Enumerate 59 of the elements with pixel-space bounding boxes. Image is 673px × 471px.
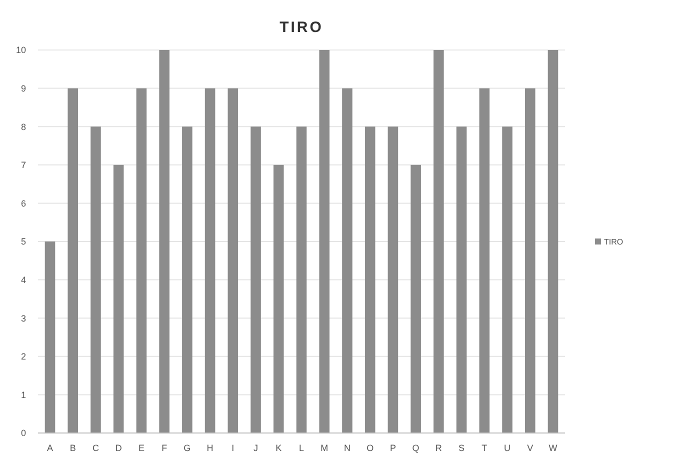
x-tick-label: C	[92, 443, 100, 453]
bar	[364, 126, 376, 433]
y-tick-label: 0	[20, 428, 26, 438]
bar	[548, 50, 558, 433]
y-tick-label: 2	[20, 352, 26, 362]
bar	[228, 88, 238, 433]
x-tick-label: B	[70, 443, 76, 453]
bar	[273, 164, 284, 433]
bar	[388, 126, 398, 433]
x-tick-label: R	[435, 443, 442, 453]
bar	[342, 88, 352, 433]
bar	[479, 88, 490, 433]
x-tick-label: J	[254, 443, 258, 453]
x-tick-label: M	[320, 443, 328, 453]
x-tick-label: O	[366, 443, 374, 453]
y-tick-label: 3	[20, 313, 26, 324]
bar	[90, 126, 101, 433]
y-tick-label: 9	[20, 83, 26, 94]
x-tick-label: G	[184, 443, 191, 453]
bar	[296, 126, 307, 433]
x-tick-label: H	[206, 443, 214, 453]
x-tick-label: A	[46, 443, 54, 453]
x-tick-label: V	[527, 443, 534, 453]
bar	[434, 50, 444, 433]
y-tick-label: 1	[20, 390, 26, 400]
x-tick-label: W	[548, 443, 558, 453]
x-tick-label: S	[458, 443, 465, 453]
x-tick-label: N	[344, 443, 350, 453]
bar	[524, 88, 536, 433]
x-tick-label: Q	[412, 443, 420, 453]
y-tick-label: 6	[20, 198, 26, 208]
bar	[250, 126, 261, 433]
x-tick-label: E	[138, 443, 144, 453]
x-tick-label: L	[298, 443, 304, 453]
x-tick-label: F	[162, 443, 168, 453]
chart-title: TIRO	[280, 19, 324, 36]
bar	[319, 50, 330, 433]
bar	[456, 126, 467, 433]
y-tick-label: 4	[20, 274, 26, 285]
bar	[410, 164, 421, 433]
x-tick-label: T	[482, 443, 488, 453]
y-tick-label: 7	[20, 160, 26, 170]
bar	[68, 88, 78, 433]
y-tick-label: 5	[20, 236, 26, 247]
x-tick-label: U	[504, 443, 511, 453]
bar	[502, 126, 512, 433]
x-tick-label: I	[232, 443, 234, 453]
bar	[182, 126, 192, 433]
y-tick-label: 8	[20, 122, 26, 132]
x-tick-label: D	[115, 443, 122, 453]
bar	[113, 164, 124, 433]
x-tick-label: K	[276, 443, 282, 453]
legend-label: TIRO	[604, 237, 624, 246]
bar	[44, 242, 56, 433]
bar	[159, 50, 170, 433]
bar	[204, 88, 216, 433]
bar	[136, 88, 147, 433]
y-tick-label: 10	[16, 45, 26, 56]
x-tick-label: P	[390, 443, 396, 453]
